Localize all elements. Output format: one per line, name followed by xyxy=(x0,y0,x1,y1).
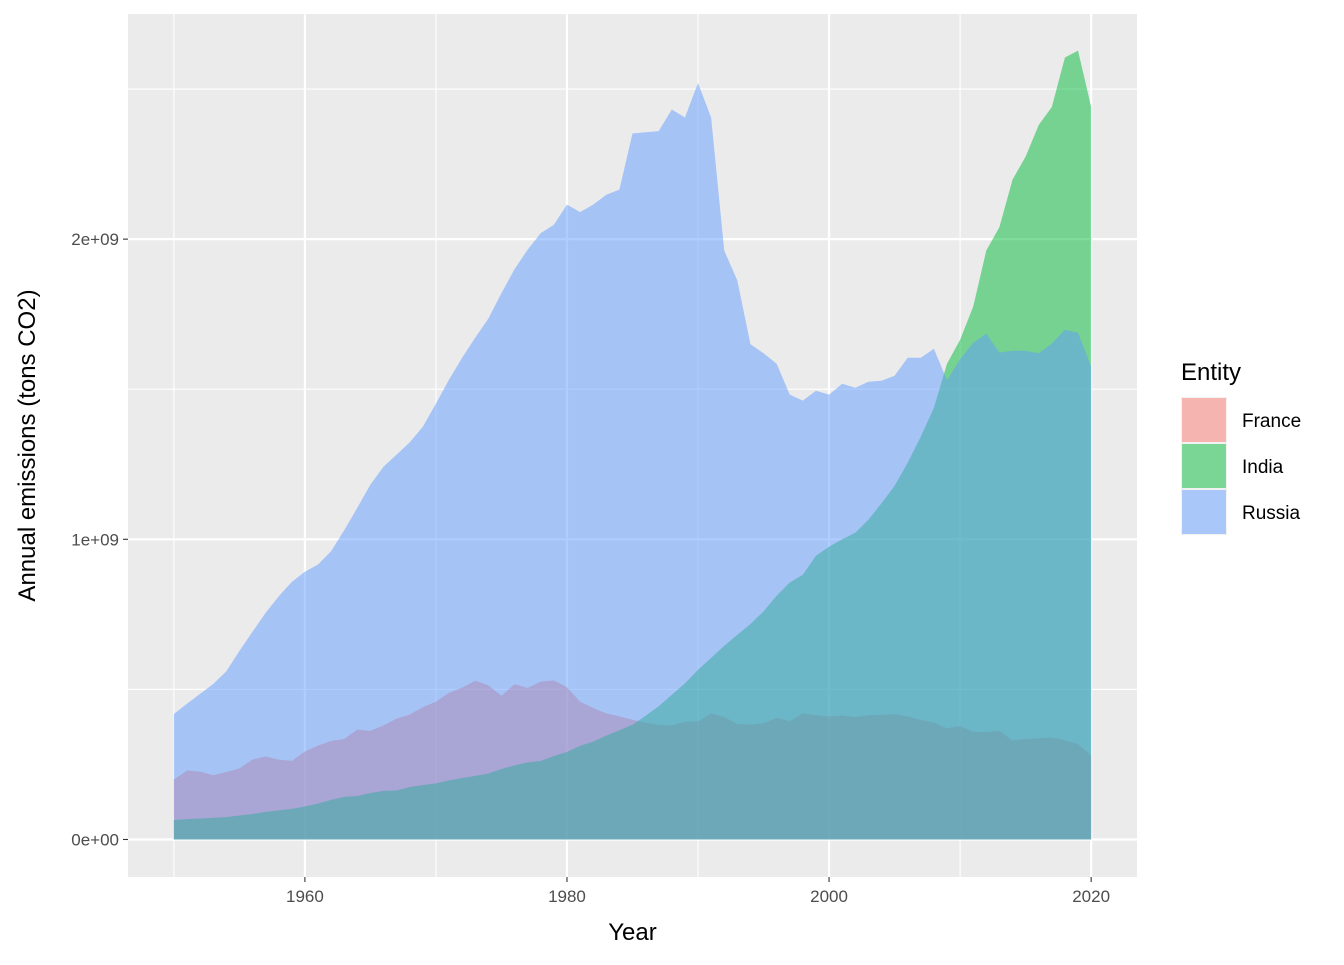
y-tick-label: 2e+09 xyxy=(71,230,119,249)
x-tick-label: 1980 xyxy=(548,887,586,906)
y-tick-label: 0e+00 xyxy=(71,830,119,849)
legend-title: Entity xyxy=(1181,359,1241,386)
x-axis: 1960 1980 2000 2020 xyxy=(286,877,1110,906)
legend-label-russia: Russia xyxy=(1242,503,1301,524)
area-series xyxy=(173,50,1092,840)
legend-items: France India Russia xyxy=(1181,397,1301,535)
x-tick-label: 2000 xyxy=(810,887,848,906)
x-axis-title: Year xyxy=(608,919,657,946)
legend-label-france: France xyxy=(1242,411,1301,432)
y-axis: 0e+00 1e+09 2e+09 xyxy=(71,230,128,849)
legend-label-india: India xyxy=(1242,457,1284,478)
legend: Entity France India Russia xyxy=(1181,359,1301,535)
y-tick-label: 1e+09 xyxy=(71,530,119,549)
x-tick-label: 1960 xyxy=(286,887,324,906)
legend-key-india xyxy=(1182,444,1226,488)
legend-key-russia xyxy=(1182,490,1226,534)
legend-key-france xyxy=(1182,398,1226,442)
area-russia xyxy=(173,83,1092,840)
y-axis-title: Annual emissions (tons CO2) xyxy=(14,289,41,601)
x-tick-label: 2020 xyxy=(1072,887,1110,906)
